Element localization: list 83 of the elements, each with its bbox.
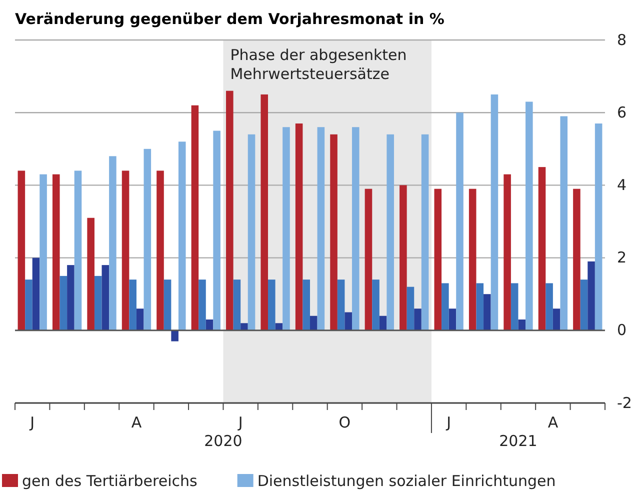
bar bbox=[260, 94, 268, 330]
bar bbox=[448, 308, 456, 330]
y-tick-label: 6 bbox=[617, 103, 627, 122]
bar bbox=[364, 188, 372, 330]
bar bbox=[268, 280, 276, 330]
bar bbox=[87, 218, 94, 330]
bar bbox=[25, 280, 32, 330]
bar bbox=[302, 280, 310, 330]
bar bbox=[421, 134, 429, 330]
text: 2021 bbox=[499, 432, 538, 450]
bar bbox=[310, 316, 318, 330]
bar bbox=[109, 156, 116, 330]
x-tick-label: J bbox=[446, 414, 452, 432]
bar bbox=[510, 283, 518, 330]
bar bbox=[594, 123, 602, 330]
bar bbox=[588, 261, 595, 330]
x-tick-label: O bbox=[338, 414, 351, 432]
bar bbox=[52, 174, 60, 330]
bar bbox=[198, 280, 206, 330]
legend-label: gen des Tertiärbereichs bbox=[22, 472, 198, 490]
bar bbox=[406, 286, 414, 330]
bar bbox=[191, 105, 199, 330]
bar bbox=[573, 188, 580, 330]
bar bbox=[518, 320, 526, 330]
bar bbox=[344, 312, 352, 330]
bar bbox=[94, 276, 102, 330]
bar bbox=[538, 167, 546, 330]
legend-label: Dienstleistungen sozialer Einrichtungen bbox=[257, 472, 556, 490]
bar bbox=[233, 280, 241, 330]
x-tick-label: A bbox=[548, 414, 559, 432]
bar bbox=[337, 280, 345, 330]
bar bbox=[144, 148, 152, 330]
chart-title: Veränderung gegenüber dem Vorjahresmonat in % bbox=[15, 10, 444, 28]
x-tick-label: J bbox=[29, 414, 35, 432]
y-tick-label: 2 bbox=[617, 248, 627, 267]
text: 2020 bbox=[204, 432, 242, 450]
y-tick-label: -2 bbox=[617, 394, 632, 412]
bar bbox=[67, 265, 74, 330]
bar bbox=[213, 130, 220, 330]
bar bbox=[386, 134, 394, 330]
bar bbox=[468, 188, 476, 330]
bar bbox=[171, 330, 178, 342]
bar bbox=[178, 142, 186, 330]
y-tick-label: 4 bbox=[617, 176, 627, 194]
bar bbox=[476, 283, 484, 330]
bar bbox=[330, 134, 338, 330]
bar bbox=[352, 127, 360, 330]
bar bbox=[484, 294, 491, 330]
bar bbox=[129, 280, 136, 330]
bar bbox=[552, 308, 560, 330]
bar bbox=[434, 188, 442, 330]
bar bbox=[240, 323, 248, 330]
bar bbox=[317, 127, 325, 330]
bar bbox=[295, 123, 303, 330]
x-tick-label: J bbox=[237, 414, 243, 432]
bar bbox=[560, 116, 568, 330]
bar bbox=[248, 134, 256, 330]
bar bbox=[504, 174, 511, 330]
bar bbox=[60, 276, 68, 330]
x-tick-label: A bbox=[131, 414, 142, 432]
bar bbox=[18, 170, 26, 330]
bar bbox=[400, 185, 407, 330]
bar bbox=[546, 283, 553, 330]
annotation: Phase der abgesenkten Mehrwertsteuersätze bbox=[230, 46, 407, 83]
bar bbox=[156, 170, 164, 330]
y-tick-label: 0 bbox=[617, 321, 627, 340]
bar bbox=[136, 308, 144, 330]
bar bbox=[164, 280, 172, 330]
bar bbox=[442, 283, 449, 330]
bar bbox=[40, 174, 47, 330]
bar bbox=[122, 170, 130, 330]
bar bbox=[226, 90, 234, 330]
bar bbox=[490, 94, 498, 330]
bar bbox=[74, 170, 82, 330]
y-tick-label: 8 bbox=[617, 30, 627, 49]
bar bbox=[32, 258, 40, 330]
bar bbox=[282, 127, 290, 330]
bar bbox=[456, 112, 464, 330]
bar bbox=[580, 280, 588, 330]
bar bbox=[414, 308, 422, 330]
bar bbox=[526, 102, 533, 330]
bar bbox=[372, 280, 380, 330]
bar bbox=[102, 265, 110, 330]
